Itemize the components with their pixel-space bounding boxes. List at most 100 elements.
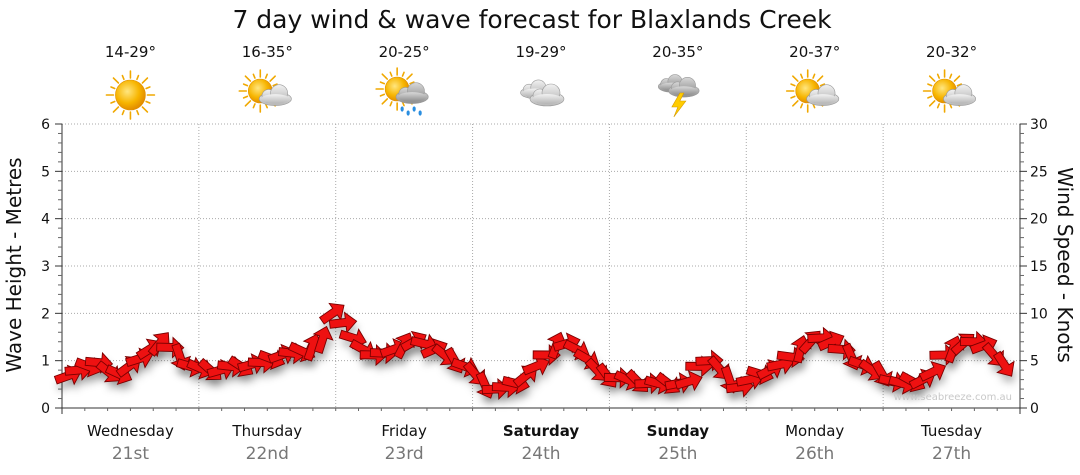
sun-ray — [936, 103, 941, 109]
cloud-shape — [258, 84, 292, 106]
day-temp-label: 20-37° — [789, 43, 840, 61]
cloud-shape — [395, 82, 429, 104]
cloud-fill — [397, 92, 427, 102]
sun-ray — [252, 103, 256, 109]
right-tick-label: 5 — [1030, 354, 1039, 370]
sun-ray — [409, 81, 415, 85]
sun-ray — [956, 83, 963, 87]
day-date-label: 24th — [521, 444, 560, 464]
wind-arrow — [918, 360, 947, 382]
sun-ray — [381, 98, 389, 105]
day-date-label: 23rd — [385, 444, 424, 464]
sun-ray — [244, 75, 252, 82]
cloud-fill — [808, 94, 837, 104]
day-temp-label: 16-35° — [242, 43, 293, 61]
right-tick-label: 20 — [1030, 212, 1048, 228]
sun-ray — [927, 83, 933, 87]
wind-arrow — [328, 311, 358, 334]
partly-cloudy-icon — [238, 69, 292, 113]
sun-ray — [272, 83, 278, 87]
left-tick-label: 3 — [41, 259, 50, 275]
day-name-label: Tuesday — [920, 422, 982, 440]
day-temp-label: 20-35° — [652, 43, 703, 61]
cloudy-icon — [520, 79, 565, 107]
thunderstorm-icon — [657, 74, 700, 118]
rain-drop — [418, 110, 422, 116]
sun-ray — [252, 73, 256, 79]
day-temp-label: 19-29° — [515, 43, 566, 61]
left-tick-label: 1 — [41, 354, 50, 370]
sun-ray — [389, 71, 393, 77]
sun-ray — [141, 77, 149, 84]
day-name-label: Thursday — [231, 422, 302, 440]
left-tick-label: 2 — [41, 306, 50, 322]
cloud-shape — [943, 84, 977, 106]
sunny-icon — [105, 70, 156, 120]
sun-ray — [112, 77, 120, 84]
day-date-label: 22nd — [246, 444, 289, 464]
sun-ray — [800, 73, 804, 79]
sun-ray — [145, 86, 151, 90]
right-tick-label: 10 — [1030, 306, 1048, 322]
sun-ray — [953, 75, 961, 82]
partly-cloudy-icon — [922, 69, 977, 113]
rain-drop — [400, 106, 404, 112]
sun-ray — [110, 86, 116, 90]
sun-ray — [145, 100, 151, 104]
sun-ray — [389, 101, 393, 107]
day-date-label: 21st — [112, 444, 149, 464]
sun-ray — [242, 95, 249, 99]
day-header: 14-29° 16-35° 20-25° 19-29° 20-35° 20-37° 20-3… — [105, 43, 977, 120]
day-date-label: 25th — [658, 444, 697, 464]
sun-ray — [242, 83, 249, 87]
sun-ray — [790, 83, 796, 87]
left-tick-label: 4 — [41, 212, 50, 228]
sun-ray — [800, 103, 804, 109]
chart-title: 7 day wind & wave forecast for Blaxlands… — [232, 5, 832, 34]
left-axis-label: Wave Height - Metres — [2, 157, 26, 372]
sun-ray — [269, 75, 276, 82]
sun-ray — [949, 73, 953, 79]
day-name-label: Friday — [381, 422, 427, 440]
day-name-label: Sunday — [647, 422, 710, 440]
day-name-label: Monday — [785, 422, 844, 440]
sun-ray — [401, 71, 405, 77]
wind-arrow — [992, 350, 1015, 377]
right-tick-label: 25 — [1030, 164, 1048, 180]
wind-arrow — [521, 355, 550, 376]
wind-arrow — [674, 370, 703, 392]
sun-ray — [928, 75, 936, 82]
day-temp-label: 20-32° — [926, 43, 977, 61]
sun-ray — [936, 73, 941, 79]
wind-arrow — [318, 302, 345, 325]
rain-drop — [406, 110, 410, 116]
cloud-shape — [529, 83, 565, 107]
sun-rays — [105, 70, 156, 120]
day-name-label: Saturday — [503, 422, 580, 440]
sun-ray — [792, 100, 799, 107]
sun-ray — [121, 109, 125, 116]
cloud-fill — [261, 94, 290, 104]
cloud-fill — [670, 86, 698, 96]
cloud-fill — [945, 94, 974, 104]
day-name-label: Wednesday — [87, 422, 174, 440]
sun-ray — [112, 106, 120, 113]
sun-ray — [244, 100, 252, 107]
watermark: www.seabreeze.com.au — [894, 392, 1012, 403]
cloud-shape — [806, 84, 840, 106]
day-date-label: 27th — [932, 444, 971, 464]
day-temp-label: 20-25° — [379, 43, 430, 61]
sun-ray — [928, 100, 936, 107]
sun-ray — [121, 74, 125, 81]
day-footer: Wednesday 21st Thursday 22nd Friday 23rd Satur… — [87, 422, 982, 464]
sun-ray — [816, 75, 824, 82]
right-tick-label: 0 — [1030, 401, 1039, 417]
day-temp-label: 14-29° — [105, 43, 156, 61]
sun-ray — [819, 83, 826, 87]
right-tick-label: 30 — [1030, 117, 1048, 133]
lightning-bolt — [671, 92, 687, 118]
sun-ray — [264, 73, 268, 79]
sun-ray — [790, 95, 796, 99]
grid — [62, 123, 1020, 408]
right-axis-label: Wind Speed - Knots — [1053, 167, 1077, 363]
